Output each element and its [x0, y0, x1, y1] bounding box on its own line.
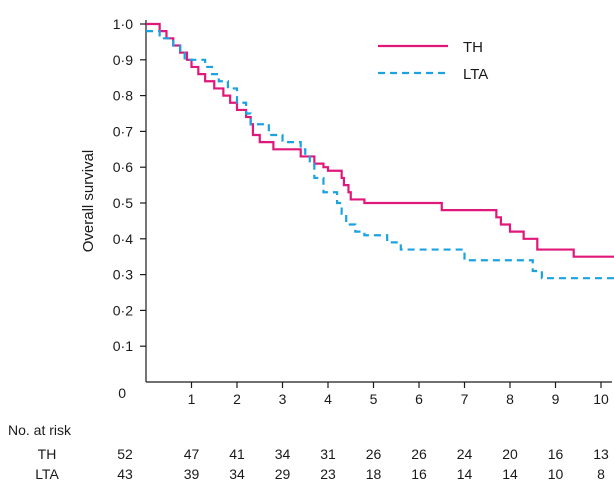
- series-line-lta: [146, 30, 614, 280]
- y-tick-labels: 0 0·1 0·2 0·3 0·4 0·5 0·6 0·7 0·8 0·9 1·0: [113, 16, 133, 401]
- legend-label-th: TH: [463, 39, 483, 56]
- y-tick-label: 1·0: [113, 16, 133, 32]
- risk-cell: 26: [366, 446, 382, 462]
- risk-cell: 29: [275, 466, 291, 482]
- risk-cell: 31: [320, 446, 336, 462]
- x-tick-label: 6: [415, 391, 423, 407]
- chart-axes: [140, 20, 612, 388]
- risk-cell: 13: [593, 446, 609, 462]
- risk-cell: 39: [184, 466, 200, 482]
- risk-table: No. at risk TH 52 47 41 34 31 26 26 24 20 16 13 LTA 4…: [8, 422, 609, 482]
- risk-cell: 47: [184, 446, 200, 462]
- risk-cell: 34: [229, 466, 245, 482]
- x-tick-label: 2: [233, 391, 241, 407]
- y-tick-label: 0: [118, 385, 126, 401]
- risk-cell: 41: [229, 446, 245, 462]
- risk-cell: 43: [117, 466, 133, 482]
- risk-cell: 52: [117, 446, 133, 462]
- y-tick-label: 0·9: [113, 52, 133, 68]
- x-tick-label: 7: [461, 391, 469, 407]
- x-tick-label: 8: [506, 391, 514, 407]
- y-axis-label: Overall survival: [80, 150, 97, 253]
- x-tick-label: 4: [324, 391, 332, 407]
- y-tick-label: 0·2: [113, 302, 133, 318]
- y-tick-label: 0·6: [113, 159, 133, 175]
- y-tick-label: 0·8: [113, 88, 133, 104]
- risk-row-label-th: TH: [38, 446, 57, 462]
- y-tick-label: 0·4: [113, 231, 133, 247]
- x-tick-label: 5: [370, 391, 378, 407]
- risk-cell: 14: [457, 466, 473, 482]
- y-tick-label: 0·3: [113, 267, 133, 283]
- legend-label-lta: LTA: [463, 66, 488, 83]
- risk-cell: 16: [548, 446, 564, 462]
- y-tick-label: 0·7: [113, 123, 133, 139]
- risk-cell: 16: [411, 466, 427, 482]
- risk-cell: 10: [548, 466, 564, 482]
- risk-cell: 8: [597, 466, 605, 482]
- series-line-th: [146, 22, 614, 258]
- risk-cell: 24: [457, 446, 473, 462]
- risk-cell: 34: [275, 446, 291, 462]
- x-tick-label: 3: [279, 391, 287, 407]
- y-tick-label: 0·5: [113, 195, 133, 211]
- x-tick-labels: 1 2 3 4 5 6 7 8 9 10: [188, 391, 609, 407]
- risk-cell: 20: [502, 446, 518, 462]
- x-tick-label: 1: [188, 391, 196, 407]
- risk-table-title: No. at risk: [8, 422, 72, 438]
- y-tick-label: 0·1: [113, 338, 133, 354]
- risk-cell: 26: [411, 446, 427, 462]
- risk-row-label-lta: LTA: [35, 466, 59, 482]
- legend: TH LTA: [378, 39, 488, 83]
- risk-cell: 14: [502, 466, 518, 482]
- x-tick-label: 10: [593, 391, 609, 407]
- risk-cell: 23: [320, 466, 336, 482]
- x-tick-label: 9: [552, 391, 560, 407]
- risk-cell: 18: [366, 466, 382, 482]
- series-group: [146, 22, 614, 280]
